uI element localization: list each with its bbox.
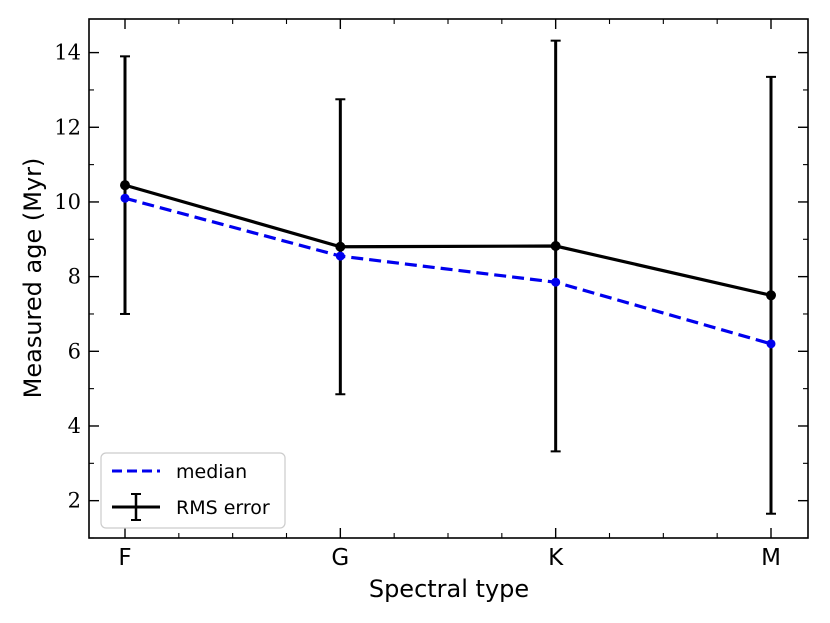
x-tick-label: K xyxy=(548,545,564,571)
y-tick-label: 14 xyxy=(54,41,81,65)
median-point-G xyxy=(335,251,345,261)
x-axis-label: Spectral type xyxy=(369,575,529,603)
median-point-F xyxy=(120,193,130,203)
y-tick-label: 6 xyxy=(68,339,81,363)
x-tick-label: G xyxy=(331,545,349,571)
tick-labels: 2 4 6 8 10 12 14 F G K M xyxy=(54,41,781,571)
series-points xyxy=(120,180,776,349)
y-tick-label: 2 xyxy=(68,489,81,513)
median-line xyxy=(124,196,772,346)
median-point-M xyxy=(766,339,776,349)
plot-frame xyxy=(88,18,809,539)
x-tick-label: F xyxy=(118,545,131,571)
median-point-K xyxy=(551,277,561,287)
rms-point-G xyxy=(335,241,346,252)
y-tick-label: 8 xyxy=(68,265,81,289)
rms-point-F xyxy=(120,180,130,191)
y-axis-label: Measured age (Myr) xyxy=(19,158,47,399)
y-tick-label: 10 xyxy=(54,190,81,214)
rms-point-K xyxy=(550,241,561,252)
rms-error-line xyxy=(124,183,772,297)
series-lines xyxy=(124,183,772,346)
legend: median RMS error xyxy=(100,452,286,529)
rms-point-M xyxy=(766,290,776,301)
legend-rms-label: RMS error xyxy=(176,497,270,519)
legend-median-label: median xyxy=(176,461,247,483)
y-tick-label: 4 xyxy=(68,414,81,438)
x-tick-label: M xyxy=(761,545,781,571)
y-tick-label: 12 xyxy=(54,115,81,139)
ticks xyxy=(89,19,808,539)
